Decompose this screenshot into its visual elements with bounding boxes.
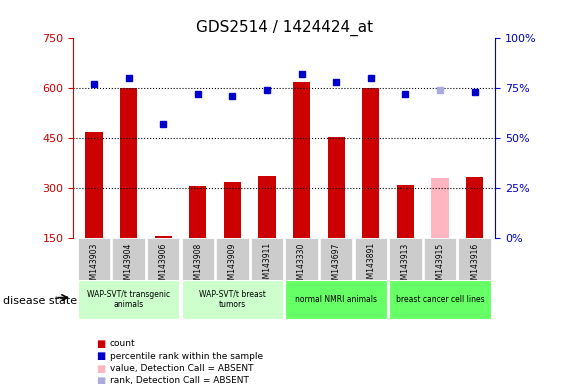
- Bar: [216, 238, 249, 280]
- Bar: [424, 238, 457, 280]
- Text: percentile rank within the sample: percentile rank within the sample: [110, 352, 263, 361]
- Bar: [389, 238, 422, 280]
- Text: value, Detection Call = ABSENT: value, Detection Call = ABSENT: [110, 364, 253, 373]
- Text: WAP-SVT/t breast
tumors: WAP-SVT/t breast tumors: [199, 290, 266, 309]
- Bar: [154, 237, 172, 238]
- Bar: [458, 238, 491, 280]
- Bar: [181, 238, 214, 280]
- Text: GSM143913: GSM143913: [401, 242, 410, 288]
- Bar: [78, 238, 110, 280]
- Text: normal NMRI animals: normal NMRI animals: [295, 295, 377, 304]
- Text: ■: ■: [96, 376, 105, 384]
- Bar: [258, 175, 276, 238]
- Bar: [112, 238, 145, 280]
- Text: GSM143916: GSM143916: [470, 242, 479, 288]
- Bar: [120, 88, 137, 238]
- Text: GSM143909: GSM143909: [228, 242, 237, 289]
- Bar: [328, 137, 345, 238]
- Bar: [189, 187, 207, 238]
- Text: GSM143330: GSM143330: [297, 242, 306, 289]
- Bar: [362, 88, 379, 238]
- Text: GSM143903: GSM143903: [90, 242, 99, 289]
- Bar: [224, 182, 241, 238]
- Bar: [320, 238, 352, 280]
- Text: count: count: [110, 339, 136, 348]
- Text: GSM143891: GSM143891: [367, 242, 376, 288]
- Text: disease state: disease state: [3, 296, 77, 306]
- Text: GSM143697: GSM143697: [332, 242, 341, 289]
- Text: GSM143915: GSM143915: [436, 242, 445, 288]
- Bar: [78, 280, 180, 319]
- Text: rank, Detection Call = ABSENT: rank, Detection Call = ABSENT: [110, 376, 249, 384]
- Title: GDS2514 / 1424424_at: GDS2514 / 1424424_at: [196, 20, 373, 36]
- Bar: [181, 280, 283, 319]
- Text: ■: ■: [96, 339, 105, 349]
- Text: ■: ■: [96, 351, 105, 361]
- Text: GSM143904: GSM143904: [124, 242, 133, 289]
- Bar: [285, 238, 318, 280]
- Bar: [389, 280, 491, 319]
- Text: GSM143908: GSM143908: [193, 242, 202, 288]
- Text: breast cancer cell lines: breast cancer cell lines: [396, 295, 484, 304]
- Text: ■: ■: [96, 364, 105, 374]
- Bar: [431, 178, 449, 238]
- Bar: [86, 132, 102, 238]
- Bar: [251, 238, 283, 280]
- Bar: [293, 82, 310, 238]
- Bar: [355, 238, 387, 280]
- Text: WAP-SVT/t transgenic
animals: WAP-SVT/t transgenic animals: [87, 290, 170, 309]
- Bar: [147, 238, 180, 280]
- Bar: [397, 185, 414, 238]
- Bar: [466, 177, 483, 238]
- Text: GSM143911: GSM143911: [262, 242, 271, 288]
- Bar: [285, 280, 387, 319]
- Text: GSM143906: GSM143906: [159, 242, 168, 289]
